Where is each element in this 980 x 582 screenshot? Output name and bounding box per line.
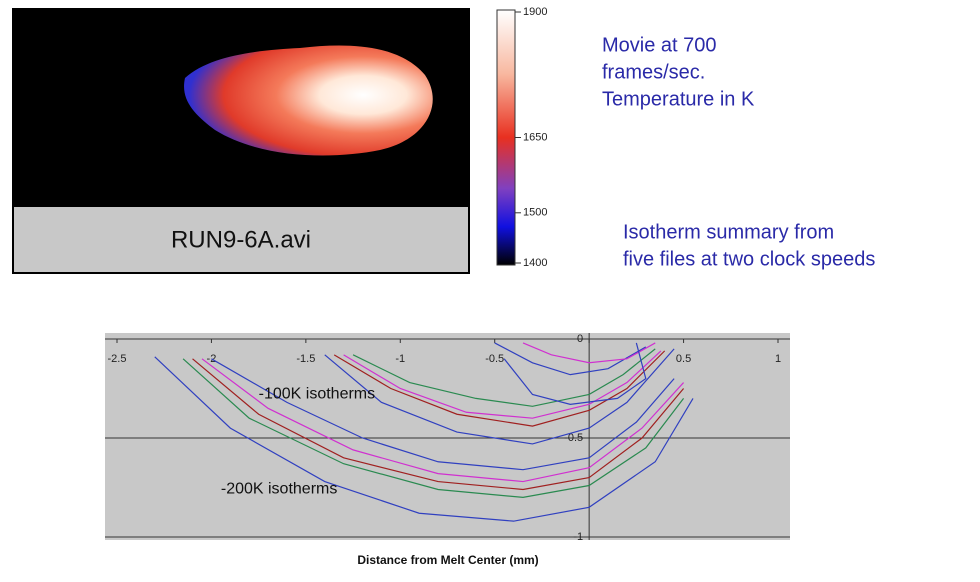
y-tick-label: -0.5 [564,432,583,444]
x-tick-label: -1 [395,353,405,365]
note-line: Temperature in K [602,88,755,110]
isotherm-line [324,348,675,445]
note-line: Isotherm summary from [623,221,834,243]
isotherm-line [503,342,647,405]
colorbar-tick-label: 1400 [523,257,547,269]
isotherm-line [494,342,647,376]
annotation: -200K isotherms [221,481,338,498]
plot-area [105,333,790,540]
x-tick-label: 1 [775,353,781,365]
isotherm-line [211,358,675,471]
note-line: five files at two clock speeds [623,248,875,270]
note-line: Movie at 700 [602,34,717,56]
colorbar-tick-label: 1650 [523,131,547,143]
note-line: frames/sec. [602,61,705,83]
isotherm-line [154,356,694,522]
colorbar [496,9,516,266]
isotherm-line [343,350,662,419]
colorbar-tick-label: 1500 [523,207,547,219]
isotherm-line [333,350,666,427]
x-tick-label: -0.5 [485,353,504,365]
isotherm-line [201,358,685,483]
isotherm-line [192,358,685,491]
annotation: -100K isotherms [259,386,376,403]
image-label: RUN9-6A.avi [171,226,311,253]
y-tick-label: -1 [573,531,583,543]
x-axis-label: Distance from Melt Center (mm) [357,553,538,567]
image-label-box [14,207,468,272]
isotherm-line [182,358,685,499]
isotherm-line [352,348,656,407]
x-tick-label: 0.5 [676,353,691,365]
x-tick-label: -2.5 [108,353,127,365]
melt-blob [184,45,433,156]
isotherm-line [522,342,656,364]
colorbar-tick-label: 1900 [523,6,547,18]
y-tick-label: 0 [577,333,583,345]
x-tick-label: -1.5 [296,353,315,365]
